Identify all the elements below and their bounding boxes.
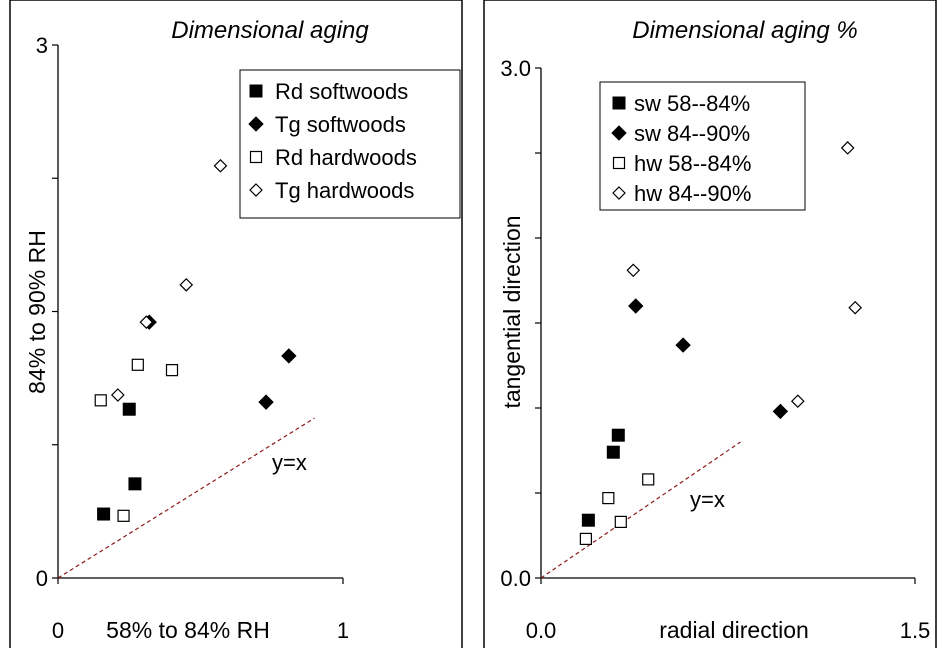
data-point (602, 492, 615, 505)
data-point (128, 477, 142, 491)
left-chart: Dimensional aging 0 3 0 1 58% to 84% RH 84% to… (24, 17, 461, 643)
chart-title: Dimensional aging (171, 17, 369, 44)
right-panel-frame (483, 0, 937, 648)
legend-entry: Rd softwoods (275, 79, 408, 104)
y-tick-label: 3.0 (500, 56, 531, 81)
legend-marker (249, 150, 263, 164)
y-tick-label: 0.0 (500, 566, 531, 591)
legend-marker (612, 96, 626, 110)
y-axis-label: 84% to 90% RH (24, 230, 50, 394)
data-point (840, 141, 855, 155)
y-tick-label: 0 (36, 566, 48, 591)
data-point (213, 158, 228, 173)
data-point (579, 532, 592, 546)
data-point (165, 364, 179, 377)
legend-marker (612, 156, 626, 170)
legend-entry: Tg softwoods (275, 112, 406, 137)
legend-entry: hw 58--84% (634, 151, 751, 176)
legend-entry: sw 84--90% (634, 121, 750, 146)
data-point (611, 428, 625, 442)
data-point (581, 513, 595, 527)
legend-entry: Tg hardwoods (275, 178, 414, 203)
x-axis-label: radial direction (659, 617, 809, 643)
y-axis-label: tangential direction (499, 215, 525, 408)
reference-line-label: y=x (690, 487, 725, 512)
legend-box (599, 81, 806, 211)
reference-line (57, 417, 315, 579)
data-point (97, 507, 111, 521)
x-tick-label: 0 (52, 618, 64, 643)
legend-marker (248, 116, 264, 132)
data-point (772, 403, 789, 420)
data-point (606, 445, 620, 459)
reference-line (540, 441, 741, 579)
legend-marker (612, 186, 626, 200)
legend-marker (249, 84, 263, 98)
legend-marker (249, 183, 263, 197)
data-point (131, 358, 144, 371)
data-point (790, 394, 805, 409)
data-point (117, 509, 130, 522)
legend-entry: Rd hardwoods (275, 145, 417, 170)
data-point (626, 263, 641, 278)
y-tick-label: 3 (36, 33, 48, 58)
legend-entry: hw 84--90% (634, 181, 751, 206)
data-point (642, 473, 655, 486)
data-point (122, 402, 136, 416)
x-axis-label: 58% to 84% RH (106, 617, 270, 643)
legend-marker (611, 125, 627, 141)
data-point (628, 298, 644, 314)
left-panel-frame (9, 0, 463, 648)
data-point (848, 300, 863, 315)
data-point (281, 348, 297, 364)
right-chart: Dimensional aging % 0.0 3.0 0.0 1.5 radial di… (499, 17, 930, 643)
x-tick-label: 1.5 (900, 618, 931, 643)
data-point (179, 278, 194, 292)
data-point (94, 394, 107, 407)
legend-entry: sw 58--84% (634, 91, 750, 116)
x-tick-label: 1 (337, 618, 349, 643)
data-point (614, 515, 627, 529)
legend-box (239, 69, 461, 219)
data-point (258, 394, 274, 410)
chart-title: Dimensional aging % (632, 17, 857, 44)
data-point (139, 315, 154, 330)
x-tick-label: 0.0 (526, 618, 557, 643)
data-point (111, 388, 125, 402)
reference-line-label: y=x (272, 450, 307, 475)
data-point (675, 337, 691, 353)
